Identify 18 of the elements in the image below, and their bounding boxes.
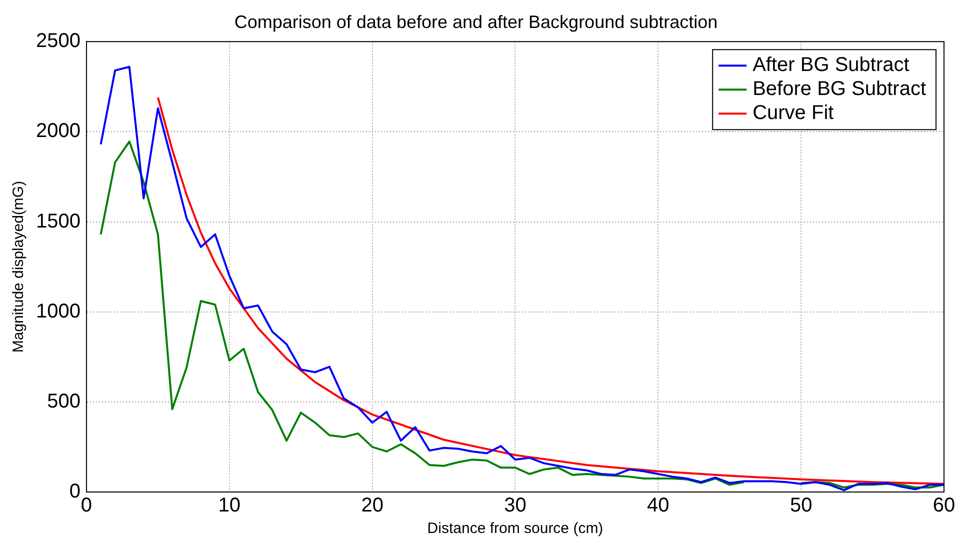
x-axis-title: Distance from source (cm) [427, 520, 604, 538]
y-tick-label: 1500 [36, 210, 80, 232]
x-tick-label: 40 [647, 494, 670, 517]
x-tick-label: 30 [504, 494, 526, 517]
x-tick-label: 20 [361, 494, 384, 517]
x-tick-label: 10 [218, 494, 241, 517]
legend-label: Before BG Subtract [752, 78, 926, 100]
y-tick-label: 500 [47, 390, 80, 412]
y-tick-label: 2000 [36, 120, 80, 142]
y-tick-label: 1000 [36, 300, 80, 322]
x-tick-label: 60 [932, 494, 956, 517]
y-axis-title: Magnitude displayed(mG) [10, 180, 28, 353]
legend-label: Curve Fit [752, 102, 834, 124]
y-tick-label: 0 [69, 480, 80, 503]
legend-label: After BG Subtract [752, 54, 910, 76]
y-tick-label: 2500 [36, 30, 80, 52]
x-tick-label: 50 [790, 494, 812, 517]
chart-title: Comparison of data before and after Background subtraction [234, 12, 718, 32]
